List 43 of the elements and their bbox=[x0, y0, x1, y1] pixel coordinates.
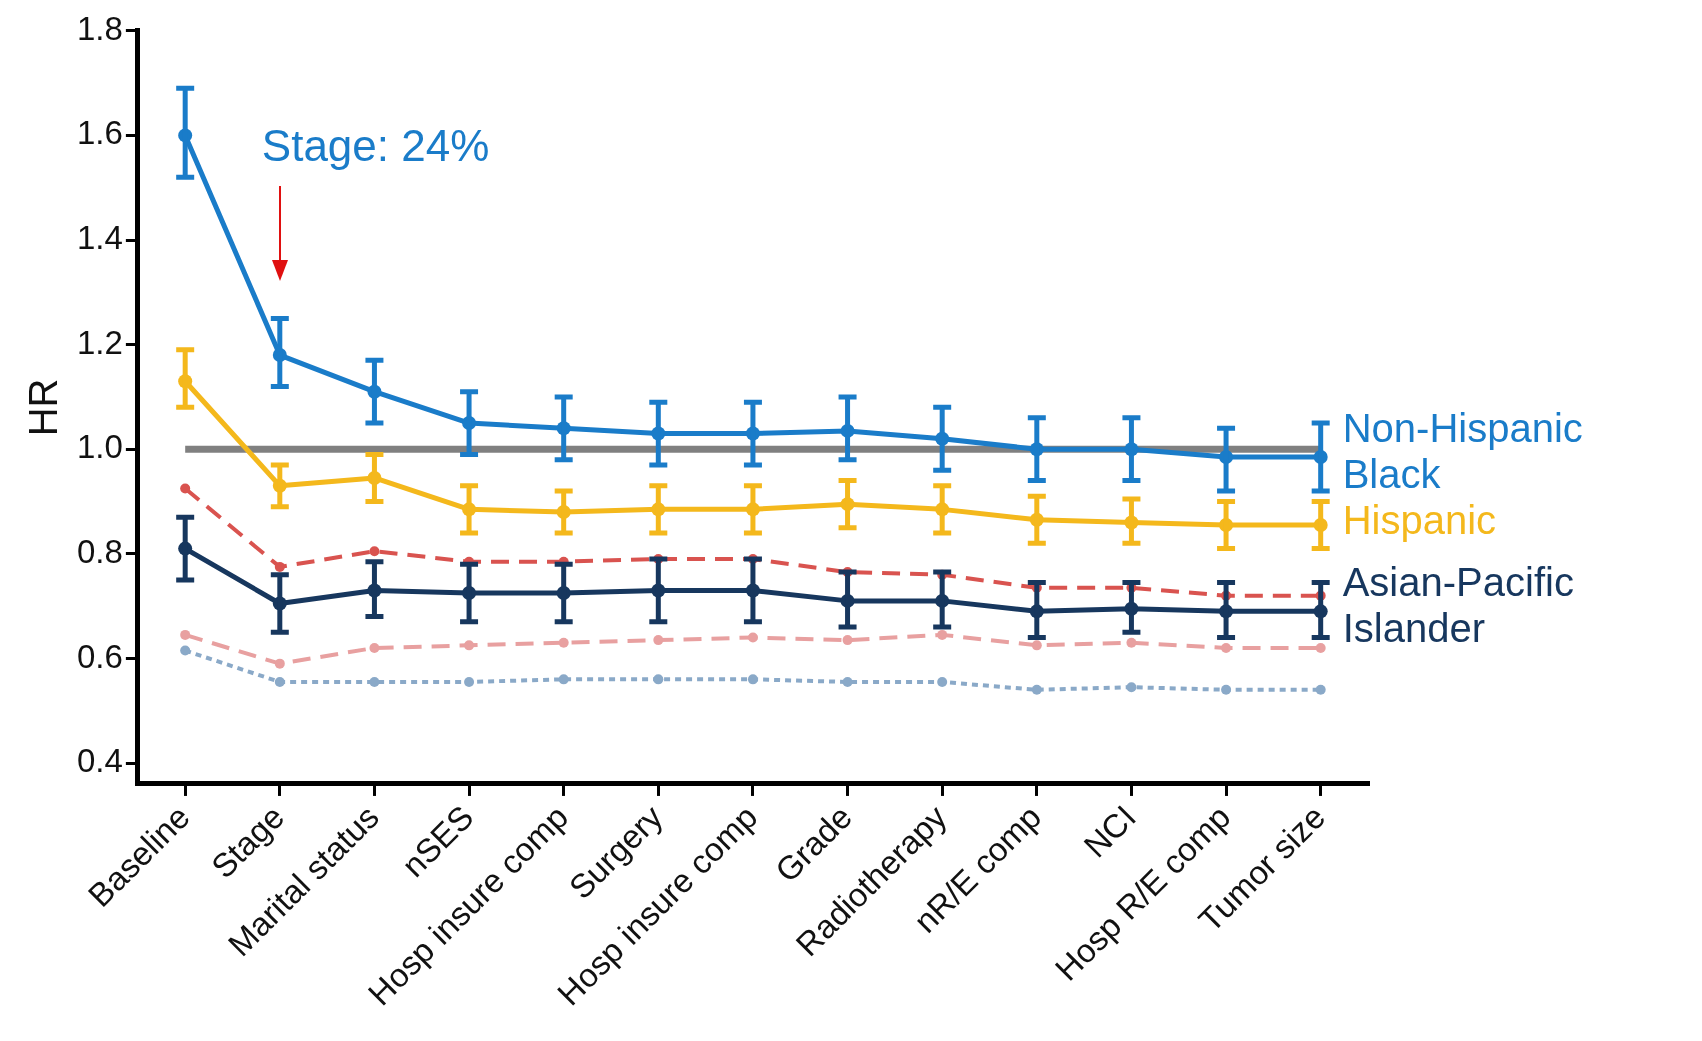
series-label: Hispanic bbox=[1342, 498, 1497, 543]
y-tick-label: 0.6 bbox=[77, 637, 123, 675]
point bbox=[369, 642, 380, 653]
y-tick-label: 1.6 bbox=[77, 114, 123, 152]
point bbox=[1126, 637, 1137, 648]
y-tick-label: 1.0 bbox=[77, 428, 123, 466]
y-tick-label: 0.4 bbox=[77, 742, 123, 780]
point bbox=[1221, 684, 1232, 695]
point bbox=[274, 676, 285, 687]
point bbox=[1031, 640, 1042, 651]
point bbox=[653, 635, 664, 646]
point bbox=[1315, 684, 1326, 695]
point bbox=[464, 676, 475, 687]
series-label: Non-Hispanic Black bbox=[1342, 406, 1583, 497]
point bbox=[464, 640, 475, 651]
point bbox=[747, 632, 758, 643]
point bbox=[937, 629, 948, 640]
point bbox=[653, 674, 664, 685]
point bbox=[937, 676, 948, 687]
y-axis-title: HR bbox=[21, 378, 66, 437]
point bbox=[747, 674, 758, 685]
y-tick-label: 1.8 bbox=[77, 9, 123, 47]
point bbox=[274, 658, 285, 669]
y-tick-label: 1.2 bbox=[77, 323, 123, 361]
point bbox=[842, 635, 853, 646]
x-tick-label: NCI bbox=[1076, 798, 1143, 865]
point bbox=[274, 561, 285, 572]
point bbox=[842, 676, 853, 687]
point bbox=[1221, 642, 1232, 653]
point bbox=[558, 674, 569, 685]
point bbox=[180, 629, 191, 640]
point bbox=[1126, 682, 1137, 693]
point bbox=[1315, 642, 1326, 653]
point bbox=[369, 546, 380, 557]
point bbox=[1031, 684, 1042, 695]
point bbox=[180, 483, 191, 494]
y-tick-label: 0.8 bbox=[77, 532, 123, 570]
series-label: Asian-Pacific Islander bbox=[1342, 560, 1574, 651]
point bbox=[558, 637, 569, 648]
annotation: Stage: 24% bbox=[261, 120, 490, 170]
y-tick-label: 1.4 bbox=[77, 219, 123, 257]
point bbox=[180, 645, 191, 656]
point bbox=[369, 676, 380, 687]
